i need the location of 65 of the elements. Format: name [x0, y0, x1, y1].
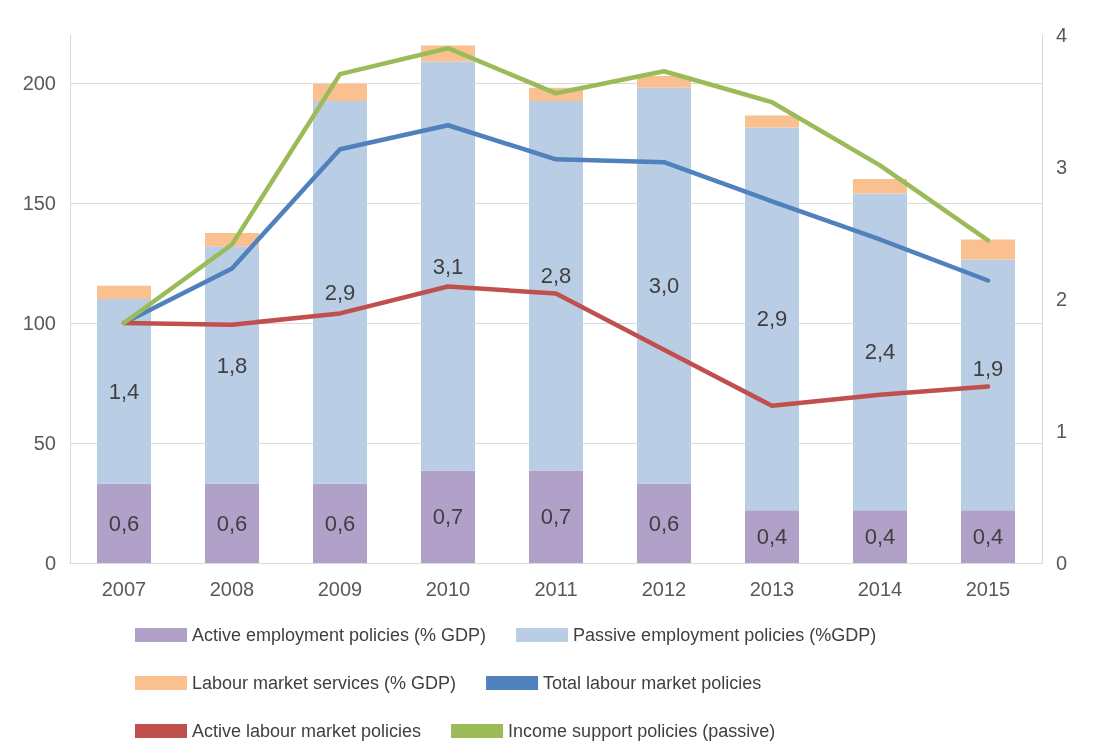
data-label: 0,6: [324, 510, 356, 536]
data-label: 2,4: [864, 339, 896, 365]
data-label: 0,7: [432, 504, 464, 530]
legend-label: Active employment policies (% GDP): [192, 625, 487, 645]
x-tick-label: 2015: [965, 578, 1011, 600]
y2-tick-label: 1: [1056, 420, 1068, 442]
y2-tick-label: 4: [1056, 24, 1068, 46]
data-label: 2,9: [756, 306, 788, 332]
x-tick-label: 2013: [749, 578, 795, 600]
x-tick-label: 2014: [857, 578, 903, 600]
x-tick-label: 2009: [317, 578, 363, 600]
y2-tick-label: 2: [1056, 288, 1068, 310]
y-tick-label: 150: [22, 192, 56, 214]
bar: [961, 259, 1015, 511]
bar: [205, 246, 259, 484]
bar: [853, 178, 907, 194]
x-tick-label: 2008: [209, 578, 255, 600]
data-label: 0,6: [648, 510, 680, 536]
data-label: 2,8: [540, 262, 572, 288]
bar: [961, 510, 1015, 563]
bar: [745, 127, 799, 511]
bar: [853, 510, 907, 563]
data-label: 1,8: [216, 352, 248, 378]
bar: [205, 483, 259, 563]
data-label: 0,4: [756, 524, 788, 550]
legend-label: Passive employment policies (%GDP): [573, 625, 877, 645]
x-tick-label: 2012: [641, 578, 687, 600]
data-label: 1,4: [108, 378, 140, 404]
y2-tick-label: 0: [1056, 552, 1068, 574]
bar: [745, 115, 799, 128]
bar: [421, 61, 475, 471]
legend-label: Active labour market policies: [192, 721, 422, 741]
bar: [313, 483, 367, 563]
y-tick-label: 200: [22, 72, 56, 94]
bar: [637, 483, 691, 563]
data-label: 0,4: [972, 524, 1004, 550]
data-label: 0,6: [108, 510, 140, 536]
data-label: 3,1: [432, 253, 464, 279]
data-label: 0,6: [216, 510, 248, 536]
y-tick-label: 0: [44, 552, 56, 574]
bar: [97, 299, 151, 484]
data-label: 2,9: [324, 279, 356, 305]
x-tick-label: 2011: [534, 578, 578, 600]
x-tick-label: 2007: [101, 578, 147, 600]
bar: [745, 510, 799, 563]
y2-tick-label: 3: [1056, 156, 1068, 178]
bar: [529, 101, 583, 471]
y-tick-label: 100: [22, 312, 56, 334]
bar: [961, 239, 1015, 260]
data-label: 0,7: [540, 504, 572, 530]
bar: [97, 483, 151, 563]
bar: [529, 470, 583, 563]
bar: [637, 87, 691, 484]
x-tick-label: 2010: [425, 578, 471, 600]
legend-label: Labour market services (% GDP): [192, 673, 457, 693]
bar: [421, 470, 475, 563]
bar: [313, 101, 367, 484]
legend-label: Income support policies (passive): [508, 721, 776, 741]
data-label: 1,9: [972, 356, 1004, 382]
bar: [97, 285, 151, 299]
data-label: 0,4: [864, 524, 896, 550]
bar: [853, 193, 907, 511]
y-tick-label: 50: [33, 432, 56, 454]
data-label: 3,0: [648, 273, 680, 299]
legend-label: Total labour market policies: [543, 673, 762, 693]
